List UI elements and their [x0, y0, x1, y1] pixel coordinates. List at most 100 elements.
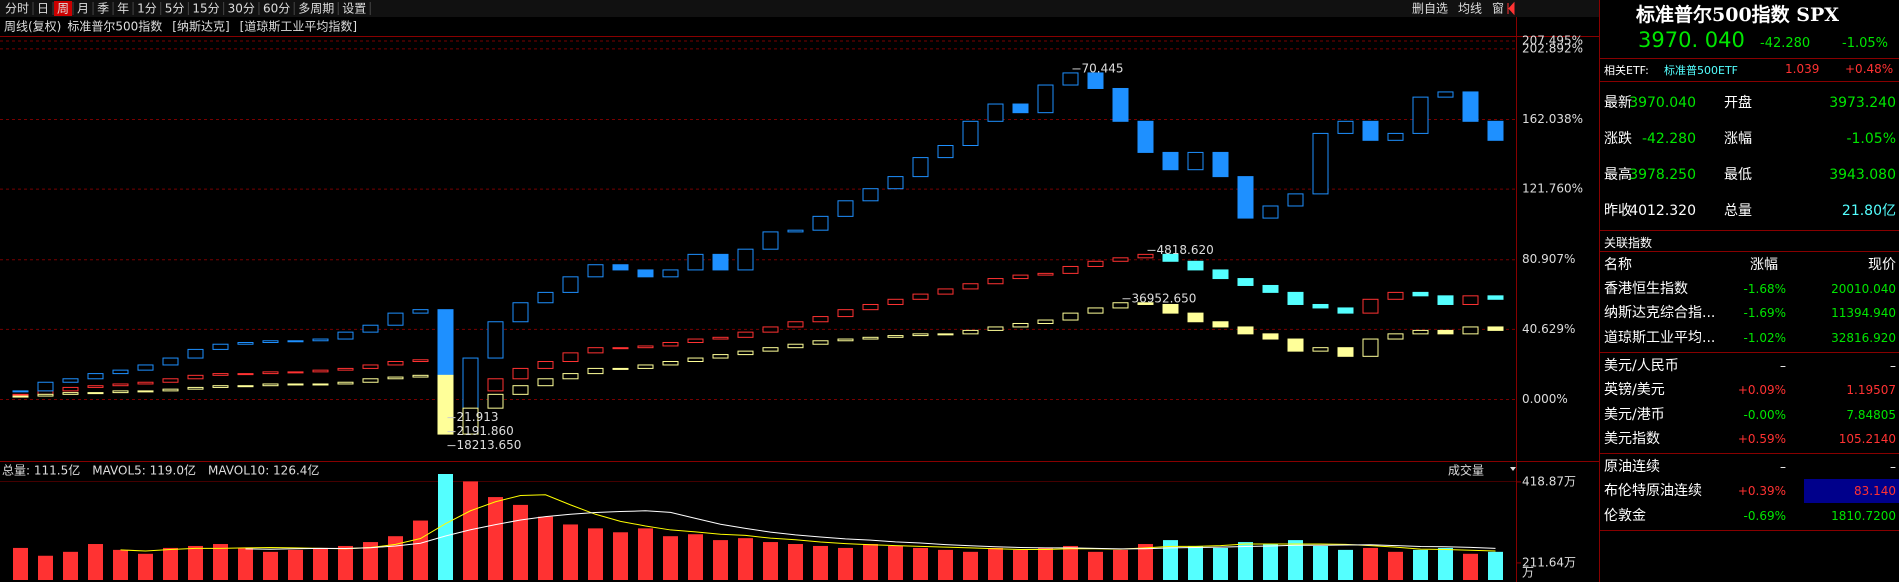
candle	[1212, 269, 1229, 280]
related-price: 32816.920	[1831, 330, 1896, 345]
low-label: 2191.860	[457, 424, 514, 438]
candle	[1462, 295, 1479, 305]
period-button[interactable]: 1分	[137, 2, 157, 16]
candle	[437, 374, 454, 435]
period-button[interactable]: 30分	[228, 2, 255, 16]
volume-bar	[38, 555, 53, 580]
candle	[1162, 303, 1179, 314]
candle	[962, 329, 979, 335]
candle	[1137, 120, 1154, 153]
dropdown-arrow[interactable]	[1510, 467, 1516, 471]
candle	[137, 390, 154, 393]
period-button[interactable]: 分时	[5, 2, 29, 16]
period-button[interactable]: 5分	[165, 2, 185, 16]
candle	[1487, 326, 1504, 331]
candle	[587, 264, 604, 278]
candle	[1287, 291, 1304, 305]
candle	[1187, 260, 1204, 271]
candle	[862, 188, 879, 202]
related-row[interactable]: 布伦特原油连续 +0.39% 83.140	[1604, 479, 1899, 504]
volume-bar	[288, 549, 303, 580]
candle	[337, 331, 354, 340]
legend-entry[interactable]: [纳斯达克]	[172, 20, 229, 34]
candle	[237, 385, 254, 388]
candle	[1387, 291, 1404, 300]
related-row[interactable]: 伦敦金 -0.69% 1810.7200	[1604, 504, 1896, 528]
volume-bar	[688, 534, 703, 580]
tool-button[interactable]: 删自选	[1412, 2, 1448, 16]
candle	[37, 390, 54, 395]
candle	[1212, 321, 1229, 328]
divider	[1600, 251, 1899, 252]
candle	[1012, 322, 1029, 328]
divider	[1600, 530, 1899, 531]
candle	[637, 345, 654, 349]
period-button[interactable]: 60分	[263, 2, 290, 16]
related-row[interactable]: 香港恒生指数 -1.68% 20010.040	[1604, 277, 1896, 301]
tool-button[interactable]: 窗	[1492, 2, 1504, 16]
period-button[interactable]: 季	[97, 2, 109, 16]
legend-entry[interactable]: 标准普尔500指数	[67, 19, 162, 34]
related-row[interactable]: 美元指数 +0.59% 105.2140	[1604, 427, 1896, 451]
related-row[interactable]: 道琼斯工业平均... -1.02% 32816.920	[1604, 326, 1896, 350]
candle	[1237, 278, 1254, 286]
candle	[212, 385, 229, 388]
quote-value: 3978.250	[1629, 167, 1696, 183]
etf-price: 1.039	[1785, 62, 1820, 76]
volume-selector[interactable]: 成交量	[1448, 463, 1484, 478]
related-row[interactable]: 美元/人民币 – –	[1604, 354, 1896, 378]
candle	[212, 343, 229, 350]
quote-value: 3943.080	[1829, 167, 1896, 183]
candle	[1387, 333, 1404, 340]
candle	[937, 333, 954, 336]
candle	[787, 229, 804, 233]
volume-bar	[363, 542, 378, 580]
related-row[interactable]: 美元/港币 -0.00% 7.84805	[1604, 403, 1896, 427]
volume-bar	[738, 538, 753, 580]
volume-bar	[313, 547, 328, 580]
candle	[162, 378, 179, 383]
candle	[137, 381, 154, 385]
legend-entry[interactable]: [道琼斯工业平均指数]	[240, 19, 357, 34]
collapse-icon[interactable]	[1507, 1, 1515, 16]
candle	[412, 374, 429, 378]
candle	[712, 253, 729, 271]
period-button[interactable]: 周	[57, 2, 69, 16]
candle	[1012, 103, 1029, 114]
related-row[interactable]: 纳斯达克综合指... -1.69% 11394.940	[1604, 301, 1896, 325]
candle	[1437, 295, 1454, 305]
candle	[987, 326, 1004, 331]
y-tick-label: 418.87万	[1522, 474, 1576, 488]
y-tick-label: 202.892%	[1522, 41, 1583, 55]
y-tick-label: 0.000%	[1522, 392, 1568, 406]
volume-bar	[888, 545, 903, 580]
candle	[612, 347, 629, 350]
period-button[interactable]: 月	[77, 2, 89, 16]
period-button-bg	[54, 1, 73, 16]
high-label: 4818.620	[1157, 243, 1214, 257]
candle	[12, 390, 29, 393]
period-button[interactable]: 年	[117, 2, 129, 16]
candle	[837, 338, 854, 342]
period-button[interactable]: 日	[37, 2, 49, 16]
related-name: 伦敦金	[1604, 507, 1646, 524]
candle	[1237, 176, 1254, 219]
candle	[1137, 302, 1154, 305]
tool-button[interactable]: 均线	[1458, 2, 1482, 16]
etf-name[interactable]: 标准普500ETF	[1664, 64, 1738, 77]
related-row[interactable]: 英镑/美元 +0.09% 1.19507	[1604, 378, 1896, 402]
candle	[737, 331, 754, 338]
candle	[512, 302, 529, 323]
period-button[interactable]: 15分	[192, 2, 219, 16]
period-button[interactable]: 设置	[342, 2, 366, 16]
candle	[1312, 347, 1329, 352]
volume-bar	[663, 536, 678, 580]
quote-row: 最高 3978.250 最低 3943.080	[1604, 163, 1896, 187]
candle	[1337, 120, 1354, 134]
volume-bar	[88, 544, 103, 580]
related-row[interactable]: 原油连续 – –	[1604, 455, 1896, 479]
period-button[interactable]: 多周期	[298, 2, 334, 16]
related-price: 7.84805	[1846, 407, 1896, 422]
volume-bar	[488, 497, 503, 580]
